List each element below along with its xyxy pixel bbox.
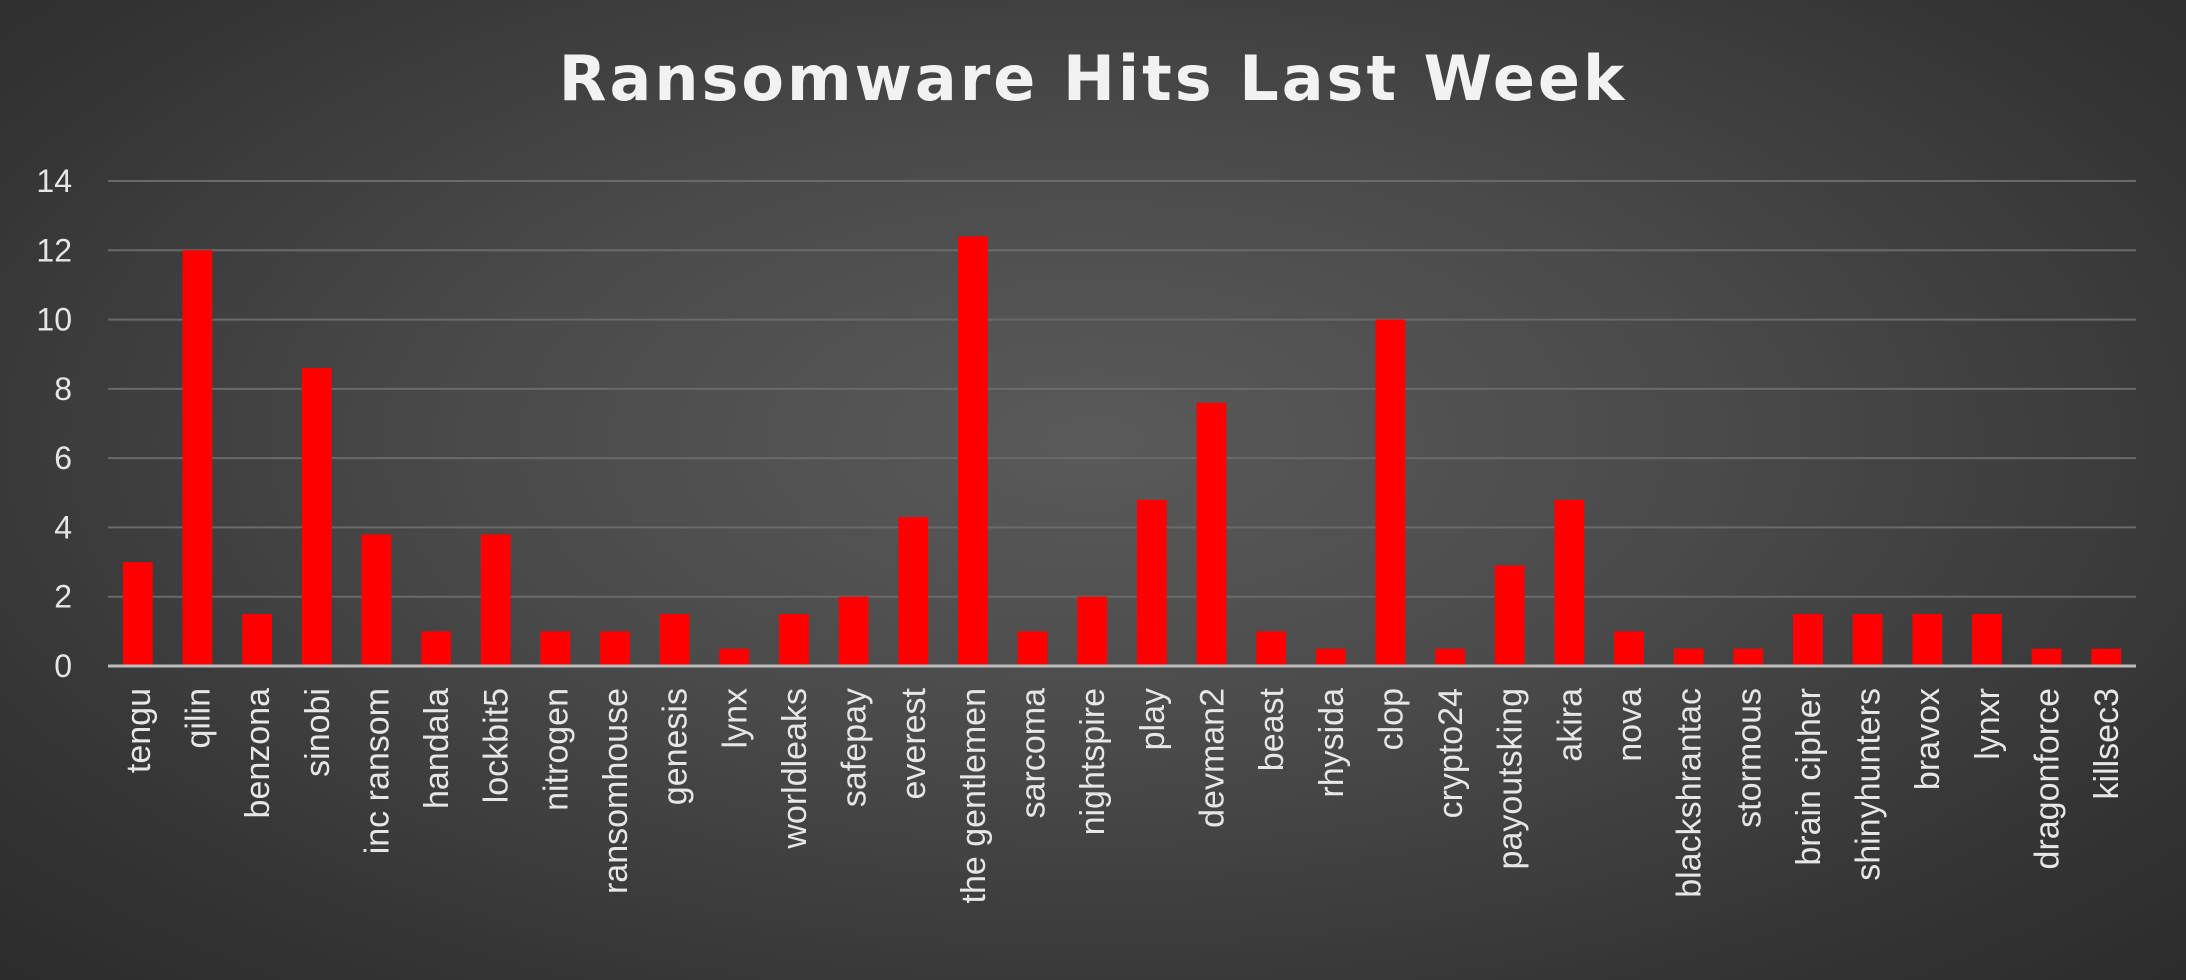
- bar-nightspire: [1077, 596, 1108, 666]
- x-tick-label: lockbit5: [478, 688, 516, 803]
- x-tick-label: brain cipher: [1790, 688, 1828, 866]
- y-tick-label: 0: [54, 648, 72, 684]
- y-tick-label: 8: [54, 371, 72, 407]
- y-tick-label: 12: [36, 232, 72, 268]
- x-tick-label: dragonforce: [2029, 688, 2067, 869]
- x-tick-label: blackshrantac: [1671, 688, 1709, 898]
- x-tick-label: everest: [895, 687, 933, 799]
- bar-everest: [898, 517, 929, 666]
- gridlines: [108, 180, 2136, 598]
- y-tick-label: 6: [54, 440, 72, 476]
- bar-bravox: [1912, 614, 1943, 666]
- bar-killsec3: [2091, 648, 2122, 666]
- x-tick-label: handala: [418, 688, 456, 809]
- y-tick-label: 14: [36, 163, 72, 199]
- x-tick-label: beast: [1253, 687, 1291, 771]
- bar-brain-cipher: [1793, 614, 1823, 666]
- x-tick-label: play: [1134, 688, 1172, 750]
- bar-inc-ransom: [361, 534, 392, 666]
- y-tick-label: 2: [54, 579, 72, 615]
- bar-akira: [1554, 499, 1585, 666]
- x-tick-label: benzona: [239, 688, 277, 819]
- bar-rhysida: [1315, 648, 1346, 666]
- x-tick-label: worldleaks: [776, 688, 814, 850]
- x-tick-label: shinyhunters: [1850, 688, 1888, 881]
- bar-clop: [1375, 319, 1406, 666]
- bar-handala: [421, 631, 451, 666]
- bar-blackshrantac: [1673, 648, 1704, 666]
- x-tick-label: tengu: [120, 688, 158, 773]
- bar-genesis: [659, 614, 690, 666]
- y-tick-label: 4: [54, 509, 72, 545]
- x-tick-label: akira: [1551, 688, 1589, 762]
- x-tick-label: lynxr: [1969, 688, 2007, 760]
- bar-nova: [1614, 631, 1644, 666]
- bar-lockbit5: [480, 534, 511, 666]
- x-tick-label: ransomhouse: [597, 688, 635, 894]
- x-tick-label: nitrogen: [537, 688, 575, 811]
- bar-play: [1136, 499, 1167, 666]
- x-tick-label: rhysida: [1313, 688, 1351, 798]
- bar-the-gentlemen: [957, 236, 988, 666]
- bar-devman2: [1196, 402, 1227, 666]
- bar-crypto24: [1435, 648, 1465, 666]
- x-tick-label: killsec3: [2088, 688, 2126, 799]
- x-tick-label: sarcoma: [1015, 688, 1053, 818]
- chart-title: Ransomware Hits Last Week: [559, 42, 1627, 115]
- y-tick-label: 10: [36, 302, 72, 338]
- bars: [122, 236, 2122, 667]
- x-axis-tick-labels: tengu qilin benzona sinobi inc ransom handala…: [120, 687, 2126, 903]
- bar-nitrogen: [540, 631, 571, 666]
- bar-qilin: [182, 250, 213, 667]
- bar-sinobi: [301, 368, 332, 666]
- bar-safepay: [838, 596, 869, 666]
- x-tick-label: stormous: [1730, 688, 1768, 828]
- x-tick-label: crypto24: [1432, 688, 1470, 818]
- bar-benzona: [242, 614, 273, 666]
- x-tick-label: devman2: [1193, 688, 1231, 828]
- x-tick-label: genesis: [657, 688, 695, 805]
- bar-sarcoma: [1017, 631, 1048, 666]
- bar-payoutsking: [1494, 565, 1525, 666]
- x-tick-label: inc ransom: [358, 688, 396, 854]
- x-tick-label: nova: [1611, 688, 1649, 762]
- bar-tengu: [122, 562, 153, 666]
- x-tick-label: the gentlemen: [955, 688, 993, 904]
- bar-worldleaks: [779, 614, 809, 666]
- x-tick-label: safepay: [836, 688, 874, 807]
- bar-lynxr: [1971, 614, 2002, 666]
- bar-shinyhunters: [1852, 614, 1883, 666]
- x-tick-label: lynx: [716, 688, 754, 748]
- bar-beast: [1256, 631, 1287, 666]
- bar-stormous: [1733, 648, 1764, 666]
- x-tick-label: payoutsking: [1492, 688, 1530, 869]
- y-axis-tick-labels: 0 2 4 6 8 10 12 14: [36, 163, 72, 684]
- x-tick-label: qilin: [179, 688, 217, 748]
- x-tick-label: nightspire: [1074, 688, 1112, 835]
- x-tick-label: clop: [1372, 688, 1410, 750]
- x-tick-label: sinobi: [299, 688, 337, 777]
- bar-dragonforce: [2031, 648, 2062, 666]
- x-tick-label: bravox: [1909, 688, 1947, 790]
- bar-lynx: [719, 648, 750, 666]
- bar-ransomhouse: [600, 631, 630, 666]
